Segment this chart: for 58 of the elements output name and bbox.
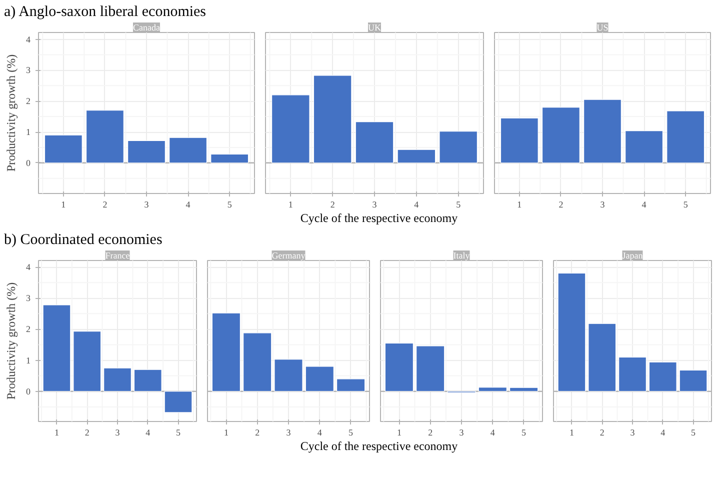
x-tick-label: 2 [600,428,604,438]
x-tick-label: 2 [84,428,90,438]
chart-title: UK [368,22,382,32]
x-tick-label: 4 [186,200,191,210]
y-tick-label: 3 [26,293,31,304]
x-tick-label: 5 [348,428,354,438]
chart-title: Italy [453,250,470,260]
x-tick-label: 4 [317,428,322,438]
x-tick-label: 3 [372,200,378,210]
x-tick-label: 2 [428,428,433,438]
chart-title: US [596,22,608,32]
x-tick-label: 2 [255,428,260,438]
x-tick-label: 3 [286,428,292,438]
x-axis-title: Cycle of the respective economy [300,210,458,227]
y-axis-title: Productivity growth (%) [4,54,18,172]
chart-title: Canada [133,22,160,32]
x-tick-label: 1 [224,428,228,438]
y-tick-label: 2 [26,324,30,334]
x-tick-label: 2 [558,200,564,210]
x-tick-label: 3 [115,428,120,438]
y-tick-label: 0 [26,158,31,168]
x-tick-label: 1 [517,200,522,210]
y-tick-label: 3 [26,65,31,76]
x-tick-label: 4 [490,428,496,438]
y-tick-label: 4 [26,34,31,44]
x-tick-label: 3 [459,428,464,438]
x-tick-label: 3 [600,200,606,210]
y-tick-label: 4 [26,262,31,272]
x-tick-label: 5 [522,428,527,438]
x-tick-label: 5 [227,200,232,210]
y-tick-label: 2 [26,96,30,106]
x-tick-label: 5 [691,428,696,438]
x-tick-label: 5 [456,200,462,210]
x-tick-label: 3 [144,200,150,210]
x-tick-label: 4 [146,428,151,438]
y-tick-label: 1 [26,355,30,366]
x-tick-label: 2 [102,200,108,210]
text: a) Anglo-saxon liberal economies [4,3,206,22]
x-tick-label: 1 [61,200,66,210]
x-tick-label: 2 [330,200,335,210]
y-axis-title: Productivity growth (%) [4,282,18,400]
chart-title: France [105,250,130,260]
x-tick-label: 4 [642,200,647,210]
y-tick-label: 1 [26,127,30,138]
x-axis-title: Cycle of the respective economy [300,438,458,455]
x-tick-label: 1 [569,428,574,438]
x-tick-label: 5 [683,200,688,210]
y-tick-label: 0 [26,386,31,396]
x-tick-label: 4 [660,428,666,438]
x-tick-label: 3 [630,428,636,438]
x-tick-label: 1 [396,428,402,438]
x-tick-label: 1 [54,428,59,438]
chart-title: Germany [272,250,306,260]
x-tick-label: 5 [176,428,182,438]
x-tick-label: 1 [288,200,293,210]
chart-title: Japan [622,250,644,260]
x-tick-label: 4 [414,200,420,210]
text: b) Coordinated economies [4,231,162,250]
